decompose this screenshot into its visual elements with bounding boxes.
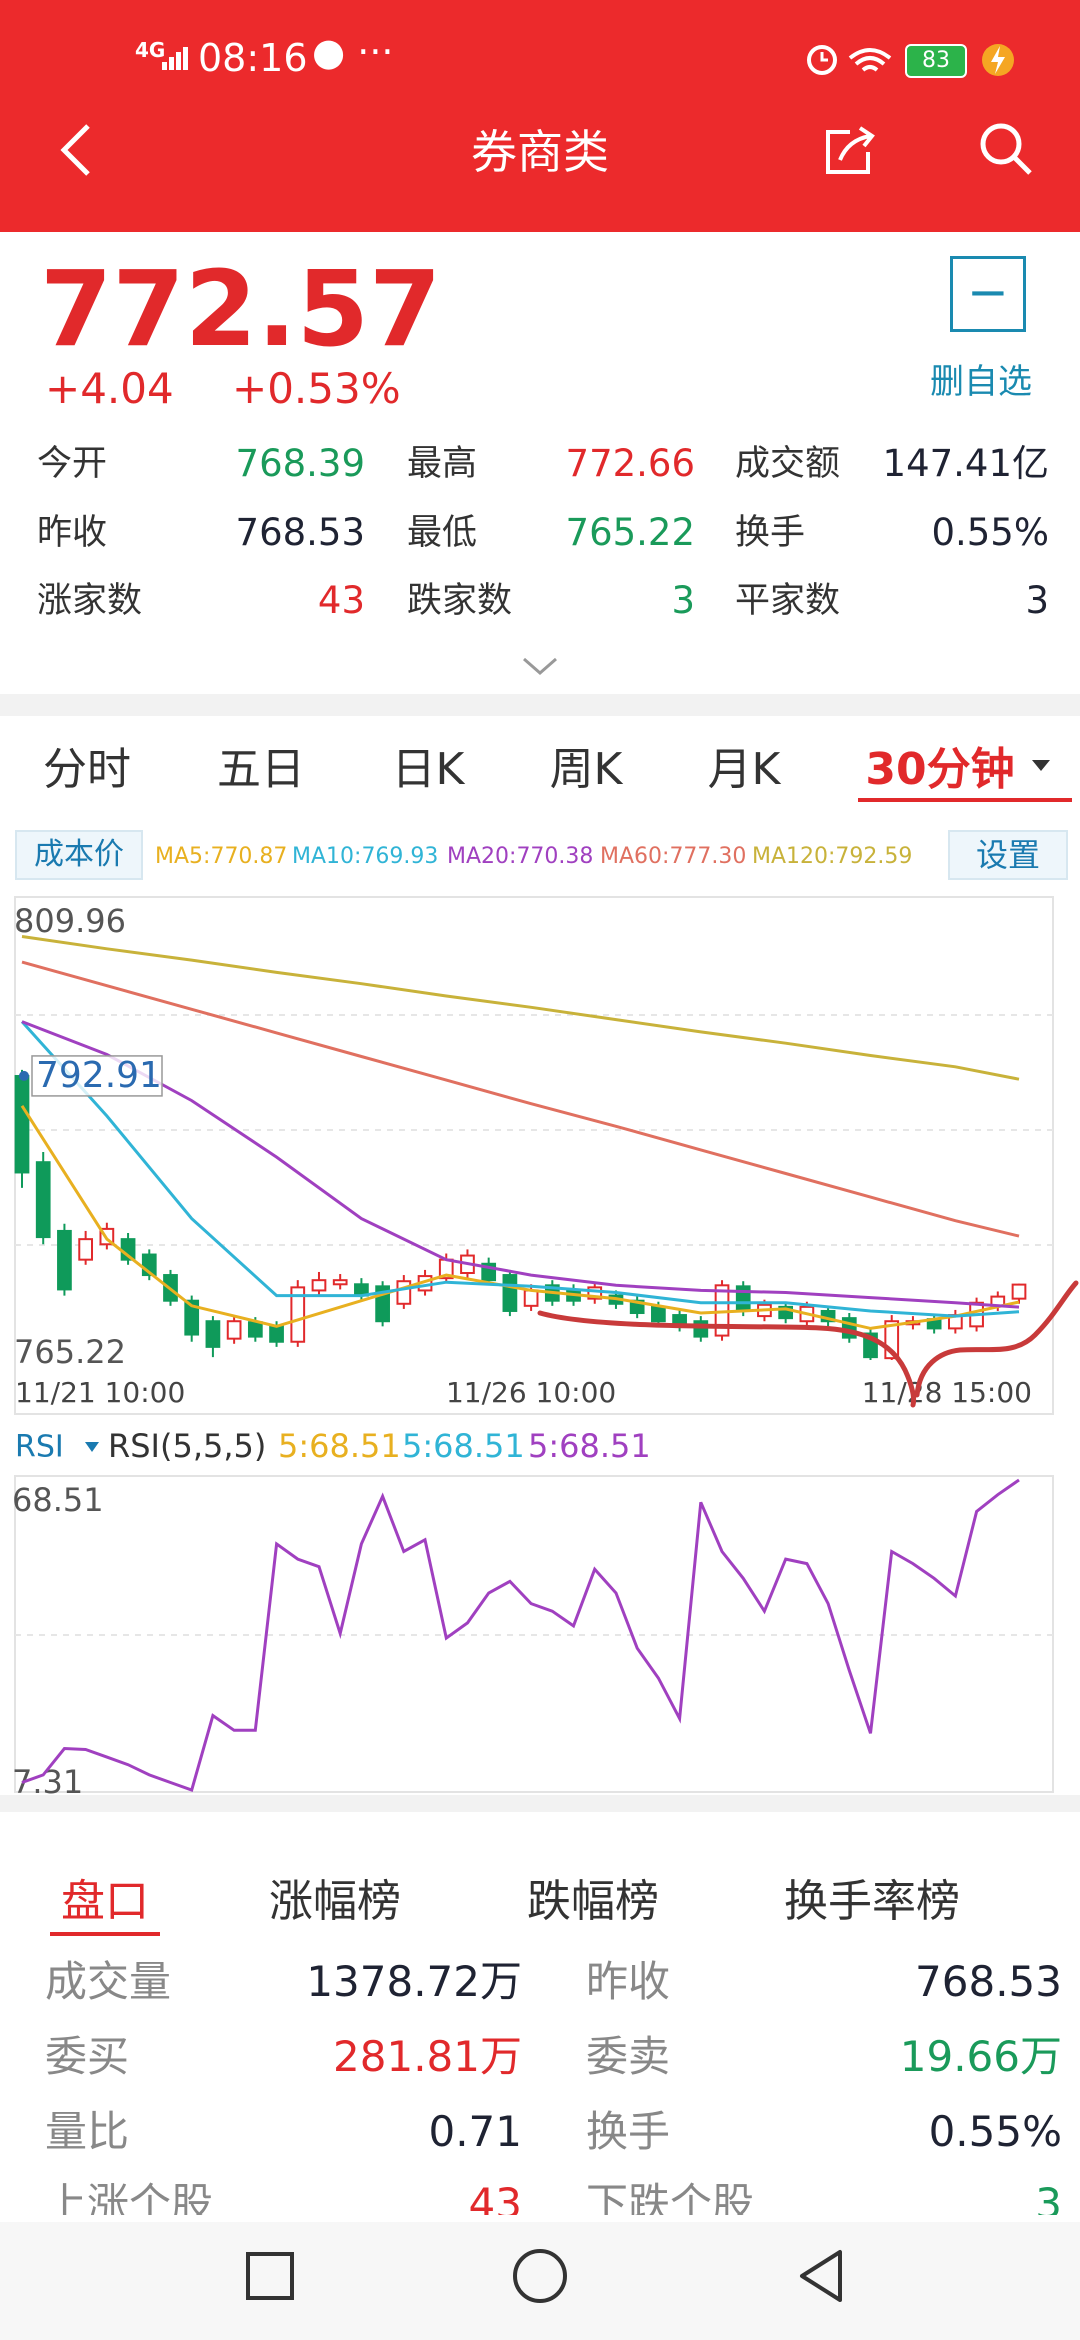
share-button[interactable] [820, 118, 880, 178]
stat-value: 768.39 [235, 442, 365, 485]
board-value: 281.81万 [333, 2032, 522, 2081]
remove-watch-label[interactable]: 删自选 [930, 362, 1032, 402]
nav-bar [0, 2222, 1080, 2340]
back-button[interactable] [50, 120, 100, 180]
board-label: 上涨个股 [45, 2179, 214, 2215]
board-value: 19.66万 [899, 2032, 1062, 2081]
board-label: 换手 [586, 2107, 671, 2156]
stat-label: 平家数 [735, 581, 841, 621]
recents-button[interactable] [246, 2252, 294, 2300]
stat-value: 3 [1025, 579, 1049, 622]
chart-panel [0, 895, 1080, 1795]
board-value: 3 [1035, 2179, 1062, 2215]
expand-chevron[interactable] [520, 655, 560, 679]
network: 4G [135, 38, 166, 62]
board-value: 0.55% [928, 2107, 1062, 2156]
settings-button[interactable]: 设置 [948, 830, 1068, 880]
stat-label: 今开 [37, 444, 108, 484]
board-tab-underline [50, 1932, 160, 1936]
board-label: 委买 [45, 2032, 130, 2081]
stat-label: 换手 [735, 513, 806, 553]
search-button[interactable] [975, 118, 1035, 178]
stat-value: 43 [317, 579, 365, 622]
board-tab[interactable]: 跌幅榜 [527, 1876, 659, 1927]
clock: 08:16 [198, 36, 308, 80]
home-button[interactable] [513, 2249, 567, 2303]
header [0, 0, 1080, 232]
signal-icon [162, 47, 188, 70]
status-icons [807, 45, 892, 75]
cost-button[interactable]: 成本价 [15, 830, 143, 880]
stat-label: 昨收 [37, 513, 108, 553]
stat-value: 3 [671, 579, 695, 622]
tab-bar [0, 716, 1080, 830]
board-value: 43 [468, 2179, 522, 2215]
charging-icon [982, 44, 1014, 76]
remove-watch-icon[interactable]: − [950, 256, 1026, 332]
tab-underline [858, 798, 1072, 802]
page-title: 券商类 [471, 125, 609, 179]
notification-icons: ● ··· [312, 30, 394, 74]
board-tab[interactable]: 涨幅榜 [269, 1876, 401, 1927]
back-nav-button[interactable] [800, 2250, 842, 2302]
board-tab[interactable]: 盘口 [61, 1876, 149, 1927]
change-percent: +0.53% [232, 364, 401, 413]
stat-value: 0.55% [931, 511, 1049, 554]
nav-icons [246, 2249, 842, 2303]
stat-value: 772.66 [565, 442, 695, 485]
stat-label: 最高 [407, 444, 478, 484]
quote-card [0, 232, 1080, 694]
price: 772.57 [40, 248, 442, 370]
board-value: 1378.72万 [306, 1957, 522, 2006]
stat-value: 147.41亿 [882, 442, 1049, 485]
board-value: 768.53 [915, 1957, 1062, 2006]
tab-dropdown[interactable] [1032, 760, 1050, 771]
stat-label: 涨家数 [37, 581, 143, 621]
board-label: 委卖 [586, 2032, 671, 2081]
stat-label: 最低 [407, 513, 478, 553]
board-value: 0.71 [428, 2107, 522, 2156]
period-tab[interactable]: 日K [391, 744, 465, 795]
stat-label: 跌家数 [407, 581, 513, 621]
period-tab[interactable]: 分时 [43, 744, 131, 795]
board-label: 量比 [45, 2107, 130, 2156]
stat-label: 成交额 [735, 444, 841, 484]
board-panel: 盘口 涨幅榜 跌幅榜 换手率榜成交量 1378.72万 昨收 768.53 委买 281.81万… [0, 1812, 1080, 2222]
period-tab[interactable]: 30分钟 [865, 744, 1015, 795]
change: +4.04 [45, 364, 174, 413]
period-tab[interactable]: 月K [707, 744, 781, 795]
board-label: 下跌个股 [586, 2179, 755, 2215]
stat-value: 765.22 [565, 511, 695, 554]
board-label: 成交量 [45, 1957, 172, 2006]
stat-value: 768.53 [235, 511, 365, 554]
battery: 83 [905, 44, 967, 78]
board-tab[interactable]: 换手率榜 [784, 1876, 960, 1927]
battery-level: 83 [922, 48, 950, 73]
board-label: 昨收 [586, 1957, 671, 2006]
ma-bar [0, 830, 1080, 895]
period-tab[interactable]: 周K [549, 744, 623, 795]
period-tab[interactable]: 五日 [217, 744, 305, 795]
